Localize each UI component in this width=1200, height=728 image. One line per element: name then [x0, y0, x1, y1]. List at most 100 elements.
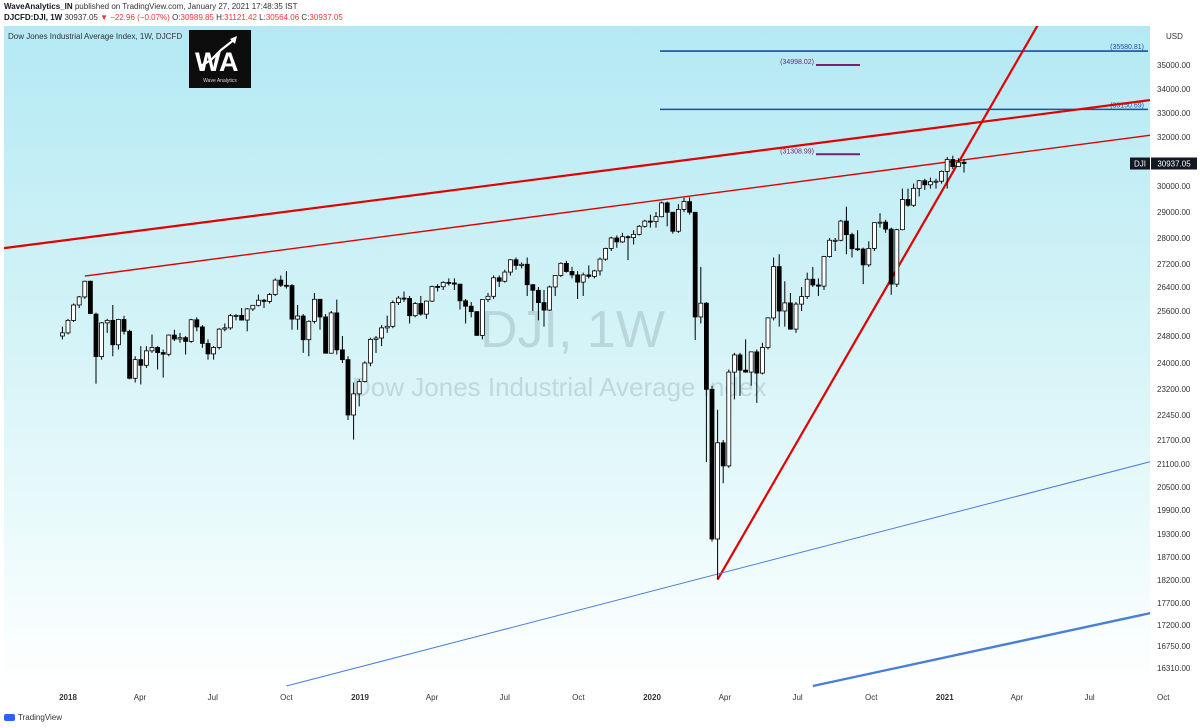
candle — [127, 329, 132, 380]
candle — [468, 302, 474, 318]
candle — [311, 293, 317, 324]
candle — [547, 285, 552, 311]
y-tick-label: 28000.00 — [1157, 234, 1191, 243]
time-axis[interactable] — [0, 688, 1200, 708]
candle — [401, 291, 407, 302]
candle — [580, 272, 586, 296]
price-axis[interactable] — [1150, 26, 1200, 688]
candle — [227, 314, 233, 330]
candle — [188, 318, 194, 343]
low-value: 30564.06 — [265, 13, 300, 22]
candle — [524, 257, 530, 296]
symbol-line: DJCFD:DJI, 1W — [4, 13, 63, 22]
candle — [776, 254, 782, 327]
candle — [183, 336, 189, 355]
y-tick-label: 26400.00 — [1157, 283, 1191, 292]
candle — [816, 278, 821, 296]
candle — [143, 346, 149, 368]
candle — [446, 278, 452, 286]
candle — [782, 281, 788, 327]
candle — [423, 300, 429, 319]
y-tick-label: 21700.00 — [1157, 436, 1191, 445]
candle — [160, 349, 166, 378]
candle — [171, 329, 177, 342]
candle — [99, 321, 104, 360]
candle — [860, 247, 866, 285]
trendline-2 — [716, 26, 1039, 581]
ohlc-line: DJCFD:DJI, 1W 30937.05 ▼ −22.96 (−0.07%)… — [4, 13, 343, 22]
y-tick-label: 27200.00 — [1157, 260, 1191, 269]
candle — [866, 241, 872, 267]
candle — [451, 278, 457, 290]
y-tick-label: 23200.00 — [1157, 385, 1191, 394]
candle — [625, 235, 631, 261]
candle — [334, 299, 340, 355]
candle — [664, 201, 670, 227]
candle — [306, 320, 312, 357]
candle — [687, 197, 692, 215]
candle — [877, 213, 883, 228]
price-tag-symbol-box — [1130, 157, 1150, 170]
price-tag: DJI 30937.05 — [1130, 157, 1197, 170]
candle — [821, 255, 827, 290]
y-tick-label: 17200.00 — [1157, 621, 1191, 630]
candle — [933, 178, 939, 189]
candle — [765, 317, 771, 350]
y-axis-ticks: 35000.0034000.0033000.0032000.0031000.00… — [1157, 61, 1191, 673]
candle — [166, 334, 172, 357]
close-label: C: — [301, 13, 310, 22]
candle — [278, 275, 284, 287]
candle — [412, 302, 418, 318]
candle — [620, 232, 625, 243]
candle — [373, 336, 379, 353]
x-tick-label: 2020 — [643, 693, 661, 702]
y-tick-label: 19900.00 — [1157, 506, 1191, 515]
candle — [670, 211, 676, 234]
candle — [692, 211, 698, 341]
trendline-3 — [286, 461, 1150, 687]
x-tick-label: Oct — [865, 693, 878, 702]
candle — [888, 227, 894, 295]
high-label: H: — [216, 13, 225, 22]
candle — [502, 269, 508, 283]
watermark-ticker: DJI, 1W — [480, 301, 665, 359]
symbol-title: Dow Jones Industrial Average Index, 1W, … — [8, 32, 183, 41]
candle — [474, 311, 480, 336]
y-tick-label: 18200.00 — [1157, 576, 1191, 585]
candle — [440, 281, 446, 290]
candle — [491, 275, 497, 299]
candle — [597, 257, 603, 276]
candle — [323, 314, 329, 354]
chart-header: WaveAnalytics_IN published on TradingVie… — [0, 0, 1200, 26]
candle — [463, 299, 469, 324]
candle — [317, 298, 323, 330]
candle — [855, 230, 860, 251]
candle — [748, 351, 754, 386]
candle — [65, 318, 71, 335]
x-tick-label: Oct — [1157, 693, 1170, 702]
price-change: ▼ −22.96 (−0.07%) — [100, 13, 170, 22]
trendline-0 — [4, 99, 1150, 250]
level-label-0: (35580.81) — [1110, 44, 1144, 51]
price-tag-value: 30937.05 — [1157, 160, 1191, 169]
candle — [457, 283, 463, 310]
candle — [536, 287, 541, 321]
candle — [255, 294, 261, 307]
x-tick-label: 2019 — [351, 693, 369, 702]
candle — [956, 158, 961, 167]
y-tick-label: 35000.00 — [1157, 61, 1191, 70]
x-tick-label: Jul — [792, 693, 802, 702]
candle — [267, 293, 273, 304]
candle — [211, 346, 217, 360]
candle — [810, 266, 816, 287]
footer: TradingView — [0, 708, 1200, 728]
y-tick-label: 19300.00 — [1157, 530, 1191, 539]
x-tick-label: Apr — [426, 693, 439, 702]
price-tag-value-box — [1151, 157, 1197, 170]
plot-area[interactable] — [4, 26, 1150, 688]
x-tick-label: Apr — [134, 693, 147, 702]
candle — [603, 247, 608, 261]
candle — [916, 180, 922, 197]
publisher-line: WaveAnalytics_IN published on TradingVie… — [4, 2, 298, 11]
